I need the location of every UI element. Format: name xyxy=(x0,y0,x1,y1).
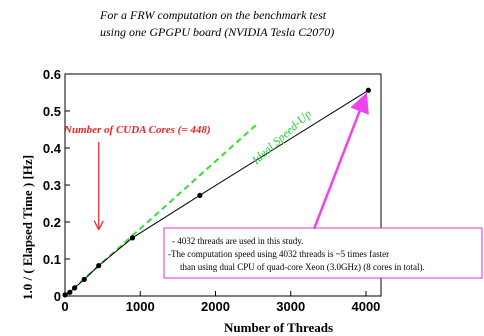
measured-points xyxy=(62,87,371,298)
ideal-speedup-label: Ideal Speed-Up xyxy=(248,107,314,168)
cuda-cores-label: Number of CUDA Cores (= 448) xyxy=(63,124,211,136)
measured-point xyxy=(129,235,136,241)
y-tick-label: 0.4 xyxy=(43,141,62,156)
y-tick-label: 0.6 xyxy=(43,67,61,82)
y-tick-label: 0.2 xyxy=(43,215,61,230)
note-line-3: than using dual CPU of quad-core Xeon (3… xyxy=(180,262,425,272)
measured-point xyxy=(72,285,78,291)
y-axis-label: 1.0 / ( Elapsed Time ) [Hz] xyxy=(20,155,35,300)
x-tick-label: 4000 xyxy=(351,299,380,314)
measured-point xyxy=(67,289,73,295)
note-line-2: -The computation speed using 4032 thread… xyxy=(168,249,389,259)
measured-point xyxy=(365,87,371,93)
highlight-arrow xyxy=(312,92,369,230)
note-box-frame xyxy=(163,227,483,279)
axis-ticks: 0 1000 2000 3000 4000 0 0.1 0.2 0.3 0.4 0.5 0.6 xyxy=(43,67,380,314)
y-tick-label: 0 xyxy=(54,289,61,304)
y-tick-label: 0.3 xyxy=(43,178,61,193)
y-tick-label: 0.1 xyxy=(43,252,61,267)
x-tick-label: 3000 xyxy=(276,299,305,314)
x-tick-label: 1000 xyxy=(126,299,155,314)
measured-point xyxy=(96,263,102,269)
x-tick-label: 0 xyxy=(61,299,68,314)
measured-point xyxy=(197,192,203,198)
chart-title-line-2: using one GPGPU board (NVIDIA Tesla C207… xyxy=(100,25,334,39)
measured-point xyxy=(62,292,68,298)
y-tick-label: 0.5 xyxy=(43,104,61,119)
note-line-1: - 4032 threads are used in this study. xyxy=(172,236,303,246)
chart-title-line-1: For a FRW computation on the benchmark t… xyxy=(99,8,327,22)
measured-point xyxy=(81,276,87,282)
x-tick-label: 2000 xyxy=(201,299,230,314)
x-axis-label: Number of Threads xyxy=(224,320,333,335)
note-box: - 4032 threads are used in this study. -… xyxy=(163,227,483,279)
